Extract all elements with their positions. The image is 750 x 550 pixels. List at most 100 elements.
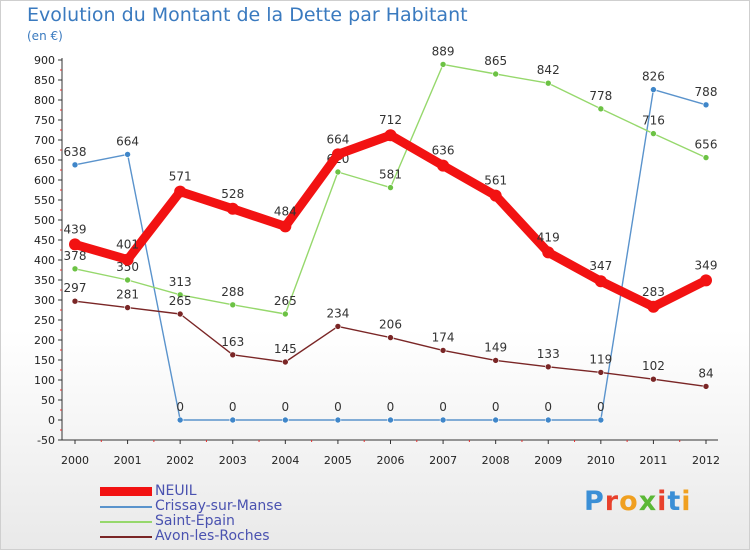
data-point-avon-les-roches	[544, 363, 552, 371]
data-point-crissay-sur-manse	[597, 416, 605, 424]
data-point-saint-epain	[439, 61, 447, 68]
data-label-crissay-sur-manse: 0	[176, 400, 184, 414]
y-tick-label: 150	[34, 354, 55, 367]
data-label-saint-epain: 842	[537, 63, 560, 77]
legend-swatch	[100, 506, 152, 508]
y-tick-label: 650	[34, 154, 55, 167]
y-tick-label: 750	[34, 114, 55, 127]
data-point-neuil	[437, 159, 450, 172]
data-label-saint-epain: 656	[695, 138, 718, 152]
data-point-neuil	[489, 189, 502, 202]
data-point-avon-les-roches	[176, 310, 184, 318]
data-point-crissay-sur-manse	[702, 101, 710, 109]
data-point-crissay-sur-manse	[544, 416, 552, 424]
data-label-crissay-sur-manse: 0	[229, 400, 237, 414]
data-point-saint-epain	[282, 310, 289, 318]
data-label-crissay-sur-manse: 0	[334, 400, 342, 414]
data-point-saint-epain	[650, 130, 657, 137]
proxiti-logo: Proxiti	[584, 486, 692, 517]
legend-item: Crissay-sur-Manse	[100, 498, 340, 515]
data-label-avon-les-roches: 145	[274, 342, 297, 356]
legend-swatch	[100, 487, 152, 496]
data-label-neuil: 347	[589, 259, 612, 273]
data-point-crissay-sur-manse	[650, 86, 657, 93]
data-point-neuil	[384, 129, 397, 142]
data-label-neuil: 636	[432, 144, 455, 158]
data-label-saint-epain: 350	[116, 260, 139, 274]
data-label-saint-epain: 288	[221, 285, 244, 299]
data-point-saint-epain	[492, 70, 499, 78]
data-label-avon-les-roches: 206	[379, 318, 402, 332]
data-point-crissay-sur-manse	[439, 416, 447, 424]
data-point-saint-epain	[544, 79, 552, 87]
x-tick-label: 2008	[482, 454, 510, 467]
chart-unit: (en €)	[27, 29, 63, 43]
data-point-avon-les-roches	[702, 383, 710, 390]
logo-letter: P	[584, 486, 605, 517]
data-point-crissay-sur-manse	[229, 416, 237, 424]
x-tick-label: 2007	[429, 454, 457, 467]
data-label-saint-epain: 581	[379, 168, 402, 182]
data-point-saint-epain	[176, 291, 184, 299]
data-label-avon-les-roches: 281	[116, 288, 139, 302]
logo-letter: i	[657, 486, 668, 517]
data-label-neuil: 664	[326, 132, 349, 146]
data-point-saint-epain	[124, 276, 131, 284]
data-label-avon-les-roches: 265	[169, 294, 192, 308]
logo-letter: o	[619, 486, 639, 517]
data-point-avon-les-roches	[229, 351, 237, 359]
y-tick-label: 600	[34, 174, 55, 187]
y-tick-label: 400	[34, 254, 55, 267]
data-label-crissay-sur-manse: 0	[544, 400, 552, 414]
data-label-avon-les-roches: 234	[326, 306, 349, 320]
logo-letter: i	[681, 486, 692, 517]
legend-label: Saint-Epain	[155, 513, 235, 529]
data-point-avon-les-roches	[282, 358, 289, 366]
legend-swatch	[100, 536, 152, 538]
data-label-avon-les-roches: 84	[698, 366, 713, 380]
data-point-crissay-sur-manse	[71, 161, 79, 169]
data-label-neuil: 561	[484, 174, 507, 188]
data-point-crissay-sur-manse	[124, 151, 131, 158]
y-tick-label: 250	[34, 314, 55, 327]
data-point-neuil	[594, 275, 607, 288]
data-point-neuil	[226, 202, 239, 215]
data-label-crissay-sur-manse: 0	[387, 400, 395, 414]
data-point-avon-les-roches	[71, 297, 79, 305]
data-label-avon-les-roches: 133	[537, 347, 560, 361]
data-point-neuil	[69, 238, 81, 251]
data-label-crissay-sur-manse: 0	[282, 400, 290, 414]
data-label-neuil: 439	[64, 222, 87, 236]
series-line-avon-les-roches	[74, 300, 707, 388]
data-label-crissay-sur-manse: 826	[642, 70, 665, 84]
data-label-avon-les-roches: 174	[432, 330, 455, 344]
data-point-neuil	[174, 185, 187, 198]
data-point-avon-les-roches	[387, 334, 394, 341]
x-tick-label: 2009	[534, 454, 562, 467]
x-tick-label: 2002	[166, 454, 194, 467]
data-point-avon-les-roches	[597, 369, 605, 376]
legend-label: Avon-les-Roches	[155, 528, 270, 544]
y-tick-label: 550	[34, 194, 55, 207]
y-tick-label: 0	[48, 414, 55, 427]
data-point-avon-les-roches	[650, 375, 657, 383]
data-point-crissay-sur-manse	[282, 416, 289, 424]
x-tick-label: 2010	[587, 454, 615, 467]
y-tick-label: 800	[34, 94, 55, 107]
logo-letter: t	[667, 486, 682, 517]
legend-item: NEUIL	[100, 483, 340, 500]
data-label-crissay-sur-manse: 788	[695, 85, 718, 99]
data-label-avon-les-roches: 297	[64, 281, 87, 295]
logo-letter: x	[638, 486, 658, 517]
data-label-neuil: 712	[379, 113, 402, 127]
data-label-avon-les-roches: 163	[221, 335, 244, 349]
data-point-crissay-sur-manse	[387, 416, 394, 424]
data-label-neuil: 571	[169, 170, 192, 184]
y-tick-label: 200	[34, 334, 55, 347]
legend-swatch	[100, 521, 152, 523]
x-tick-label: 2004	[271, 454, 299, 467]
data-point-avon-les-roches	[492, 357, 499, 364]
data-label-crissay-sur-manse: 0	[492, 400, 500, 414]
